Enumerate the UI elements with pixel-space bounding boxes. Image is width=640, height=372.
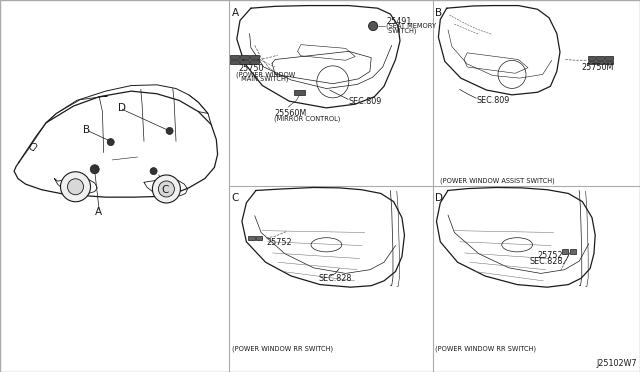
Circle shape [152, 175, 180, 203]
Text: (POWER WINDOW ASSIST SWITCH): (POWER WINDOW ASSIST SWITCH) [440, 177, 555, 184]
Text: D: D [118, 103, 127, 113]
Circle shape [108, 139, 114, 145]
Text: C: C [161, 185, 169, 195]
Bar [605, 56, 613, 60]
Bar [240, 55, 249, 59]
Text: 25752: 25752 [538, 251, 563, 260]
Text: MAIN SWITCH): MAIN SWITCH) [239, 76, 289, 83]
Text: 25560M: 25560M [274, 109, 306, 118]
Bar [248, 236, 255, 241]
Text: 25750M: 25750M [581, 63, 614, 72]
Bar [596, 61, 604, 64]
Circle shape [90, 165, 99, 174]
Circle shape [61, 172, 90, 202]
Bar [588, 61, 595, 64]
Text: (POWER WINDOW RR SWITCH): (POWER WINDOW RR SWITCH) [232, 346, 333, 352]
Circle shape [166, 128, 173, 134]
Text: SEC.828: SEC.828 [530, 257, 563, 266]
Bar [256, 236, 262, 241]
Bar [570, 248, 576, 254]
Circle shape [150, 168, 157, 174]
Bar [230, 60, 239, 64]
Text: 25491: 25491 [386, 17, 412, 26]
Text: C: C [232, 193, 239, 203]
Text: 25752: 25752 [266, 238, 292, 247]
Text: B: B [83, 125, 90, 135]
Text: J25102W7: J25102W7 [596, 359, 637, 368]
Bar [294, 90, 305, 95]
Bar [250, 55, 259, 59]
Text: 25750: 25750 [238, 64, 264, 73]
Bar [230, 55, 239, 59]
Text: (POWER WINDOW: (POWER WINDOW [236, 71, 296, 78]
Bar [596, 56, 604, 60]
Bar [588, 56, 595, 60]
Bar [250, 60, 259, 64]
Text: SEC.809: SEC.809 [477, 96, 510, 105]
Circle shape [158, 181, 174, 197]
Bar [605, 61, 613, 64]
Text: D: D [435, 193, 444, 203]
Text: B: B [435, 8, 442, 18]
Bar [240, 60, 249, 64]
Text: A: A [95, 207, 102, 217]
Bar [562, 248, 568, 254]
Text: (POWER WINDOW RR SWITCH): (POWER WINDOW RR SWITCH) [435, 346, 536, 352]
Circle shape [369, 22, 378, 31]
Text: SEC.809: SEC.809 [349, 97, 382, 106]
Text: (SEAT MEMORY: (SEAT MEMORY [386, 23, 436, 29]
Circle shape [68, 179, 83, 195]
Text: A: A [232, 8, 239, 18]
Text: (MIRROR CONTROL): (MIRROR CONTROL) [274, 116, 340, 122]
Text: SEC.828: SEC.828 [319, 274, 352, 283]
Text: SWITCH): SWITCH) [386, 27, 417, 34]
